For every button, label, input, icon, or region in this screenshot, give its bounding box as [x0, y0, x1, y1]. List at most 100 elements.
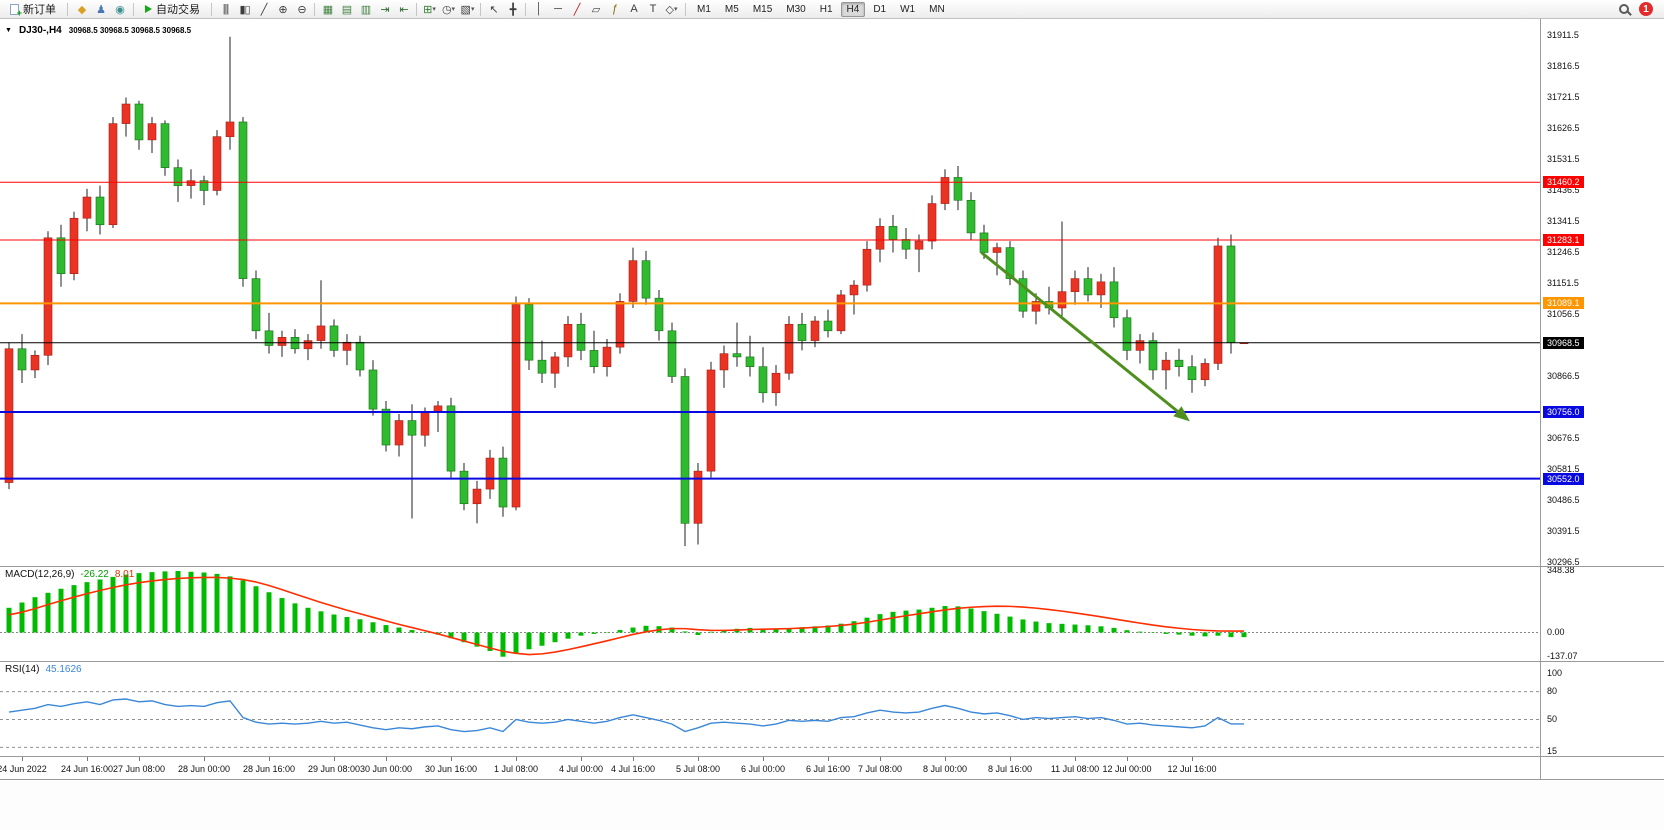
horizontal-line-icon[interactable]: ─ [548, 1, 567, 17]
toolbar-misc-icons: ◆ ♟ ◉ [72, 1, 129, 17]
fibonacci-icon[interactable]: ƒ [605, 1, 624, 17]
chart-shift-icon[interactable]: ⇤ [394, 1, 413, 17]
candle [368, 360, 378, 416]
zoom-in-icon[interactable]: ⊕ [273, 1, 292, 17]
dropdown-arrow-icon[interactable]: ▾ [673, 6, 678, 13]
timeframe-m15-button[interactable]: M15 [752, 3, 773, 15]
price-axis[interactable]: 31911.5 31816.5 31721.5 31626.5 31531.5 31436… [1541, 19, 1664, 779]
dropdown-arrow-icon[interactable]: ▾ [470, 6, 475, 13]
trendline-icon[interactable]: ╱ [567, 1, 586, 17]
candle [628, 247, 638, 308]
crosshair-icon: ╋ [509, 3, 517, 16]
support-line-1-badge[interactable]: 30756.0 [1543, 406, 1584, 419]
timeframe-mn-button[interactable]: MN [929, 3, 945, 15]
periods-icon[interactable]: ◷ ▾ [439, 1, 458, 17]
candle [459, 462, 469, 511]
community-icon[interactable]: ♟ [91, 1, 110, 17]
candle [537, 340, 547, 384]
candle [966, 192, 976, 240]
crosshair-icon[interactable]: ╋ [503, 1, 522, 17]
time-tick [698, 757, 699, 761]
time-tick [1075, 757, 1076, 761]
timeframe-h4-button[interactable]: H4 [840, 1, 866, 17]
timeframe-m30-button[interactable]: M30 [786, 3, 806, 15]
mql5-wizard-icon[interactable]: ◆ [72, 1, 91, 17]
price-axis-label: 30866.5 [1547, 370, 1580, 381]
cascade-windows-icon: ▤ [341, 3, 352, 16]
new-order-button[interactable]: 新订单 [3, 1, 63, 18]
candle [420, 407, 430, 447]
panel-separator[interactable] [0, 661, 1664, 662]
timeframe-w1-button[interactable]: W1 [900, 3, 916, 15]
notification-badge[interactable]: 1 [1639, 2, 1653, 16]
candle [706, 361, 716, 478]
templates-icon[interactable]: ▧ ▾ [458, 1, 477, 17]
indicators-icon[interactable]: ⊞ ▾ [420, 1, 439, 17]
candle [498, 446, 508, 517]
candle [771, 365, 781, 406]
time-tick [516, 757, 517, 761]
autotrading-button[interactable]: 自动交易 [138, 1, 207, 17]
dropdown-arrow-icon[interactable]: ▾ [432, 6, 436, 13]
rsi-line [8, 698, 1244, 733]
price-axis-label: 31341.5 [1547, 215, 1580, 226]
time-axis-label: 11 Jul 08:00 [1050, 764, 1100, 774]
timeframe-m5-button[interactable]: M5 [724, 3, 739, 15]
time-axis[interactable]: 24 Jun 2022 24 Jun 16:00 27 Jun 08:00 28 Ju… [0, 757, 1540, 779]
candle [134, 100, 144, 150]
dropdown-arrow-icon[interactable]: ▾ [451, 6, 456, 13]
candle [602, 338, 612, 377]
timeframe-d1-button[interactable]: D1 [873, 3, 887, 15]
cursor-icon[interactable]: ↖ [484, 1, 503, 17]
cascade-windows-icon[interactable]: ▤ [337, 1, 356, 17]
macd-signal-value: 8.01 [114, 569, 135, 580]
tile-windows-icon[interactable]: ▦ [318, 1, 337, 17]
candle [836, 290, 846, 335]
arrange-windows-icon[interactable]: ▥ [356, 1, 375, 17]
price-axis-label: 30581.5 [1547, 463, 1580, 474]
text-label-icon[interactable]: T [643, 1, 662, 17]
panel-separator[interactable] [0, 566, 1664, 567]
candle [1018, 270, 1028, 318]
time-tick [633, 757, 634, 761]
current-price-badge[interactable]: 30968.5 [1543, 336, 1584, 349]
arrows-shapes-icon[interactable]: ◇ ▾ [662, 1, 681, 17]
toolbar-separator [685, 2, 686, 16]
candlestick-chart-icon[interactable]: ▮▯ [235, 1, 254, 17]
indicators-icon: ⊞ [423, 3, 432, 16]
one-click-trading-toggle[interactable]: ▼ [5, 27, 12, 34]
chart-canvas[interactable] [0, 19, 1541, 780]
time-tick [1127, 757, 1128, 761]
price-axis-label: 31911.5 [1547, 29, 1579, 40]
market-watch-icon[interactable]: ◉ [110, 1, 129, 17]
auto-scroll-icon[interactable]: ⇥ [375, 1, 394, 17]
channel-icon[interactable]: ▱ [586, 1, 605, 17]
bar-chart-icon[interactable]: ||| [216, 1, 235, 17]
rsi-axis-label: 15 [1547, 746, 1558, 757]
time-axis-label: 5 Jul 08:00 [675, 764, 721, 774]
price-axis-label: 31151.5 [1547, 277, 1579, 288]
timeframe-h1-button[interactable]: H1 [819, 3, 833, 15]
zoom-out-icon[interactable]: ⊖ [292, 1, 311, 17]
time-tick [880, 757, 881, 761]
timeframe-m1-button[interactable]: M1 [697, 3, 711, 15]
tile-windows-icon: ▦ [322, 3, 333, 16]
support-line-2-badge[interactable]: 30552.0 [1543, 472, 1584, 485]
vertical-line-icon[interactable]: │ [529, 1, 548, 17]
text-label-icon: T [649, 3, 657, 15]
search-icon[interactable] [1619, 4, 1629, 14]
resistance-line-1-badge[interactable]: 31460.2 [1543, 176, 1584, 189]
price-axis-label: 31056.5 [1547, 308, 1580, 319]
line-chart-icon[interactable]: ╱ [254, 1, 273, 17]
text-icon[interactable]: A [624, 1, 643, 17]
candle [589, 330, 599, 374]
horizontal-line-icon: ─ [554, 3, 562, 15]
pivot-line-badge[interactable]: 31089.1 [1543, 297, 1584, 310]
panel-separator[interactable] [0, 756, 1664, 757]
time-axis-label: 12 Jul 00:00 [1102, 764, 1152, 774]
candle [446, 397, 456, 478]
candle [355, 335, 365, 377]
resistance-line-2-badge[interactable]: 31283.1 [1543, 234, 1584, 247]
trend-arrow[interactable] [980, 251, 1180, 414]
